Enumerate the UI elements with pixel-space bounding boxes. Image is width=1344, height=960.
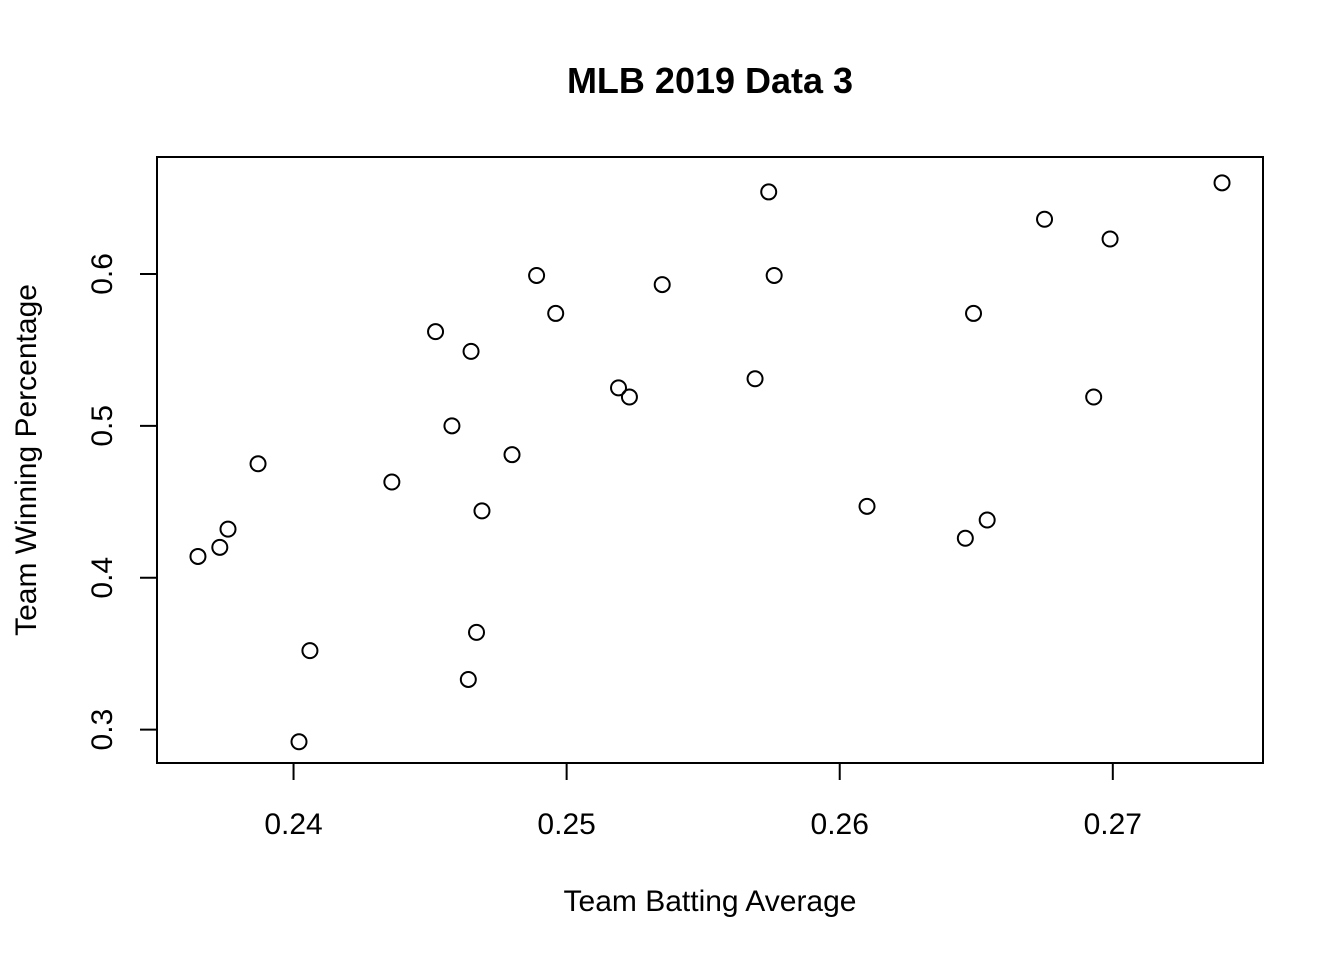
data-point	[746, 370, 764, 388]
data-point	[427, 323, 445, 341]
data-point	[965, 304, 983, 322]
data-point	[301, 642, 319, 660]
y-axis: 0.3 0.4 0.5 0.6	[86, 253, 158, 751]
plot-frame	[156, 156, 1264, 764]
data-point	[290, 733, 308, 751]
data-point	[765, 266, 783, 284]
chart-title: MLB 2019 Data 3	[567, 60, 853, 101]
x-axis-label: Team Batting Average	[564, 885, 857, 918]
data-point	[473, 502, 491, 520]
x-tick-label: 0.26	[811, 808, 869, 841]
data-point	[760, 183, 778, 201]
data-point	[249, 455, 267, 473]
data-point	[620, 388, 638, 406]
data-point	[978, 511, 996, 529]
data-point	[459, 670, 477, 688]
x-tick-label: 0.25	[537, 808, 595, 841]
y-tick-label: 0.4	[86, 557, 119, 599]
data-point	[211, 538, 229, 556]
data-point	[1085, 388, 1103, 406]
data-point	[1036, 210, 1054, 228]
data-point	[468, 623, 486, 641]
data-point	[383, 473, 401, 491]
data-point	[443, 417, 461, 435]
data-point	[1101, 230, 1119, 248]
y-tick-label: 0.5	[86, 405, 119, 447]
data-point	[547, 304, 565, 322]
data-point	[528, 266, 546, 284]
data-points	[189, 174, 1231, 751]
data-point	[503, 446, 521, 464]
x-tick-label: 0.24	[264, 808, 322, 841]
y-tick-label: 0.6	[86, 253, 119, 295]
x-axis: 0.24 0.25 0.26 0.27	[264, 762, 1142, 841]
data-point	[189, 547, 207, 565]
data-point	[956, 529, 974, 547]
data-point	[858, 497, 876, 515]
data-point	[1213, 174, 1231, 192]
data-point	[219, 520, 237, 538]
x-tick-label: 0.27	[1084, 808, 1142, 841]
y-axis-label: Team Winning Percentage	[10, 284, 43, 636]
data-point	[653, 276, 671, 294]
data-point	[610, 379, 628, 397]
y-tick-label: 0.3	[86, 709, 119, 751]
data-point	[462, 342, 480, 360]
